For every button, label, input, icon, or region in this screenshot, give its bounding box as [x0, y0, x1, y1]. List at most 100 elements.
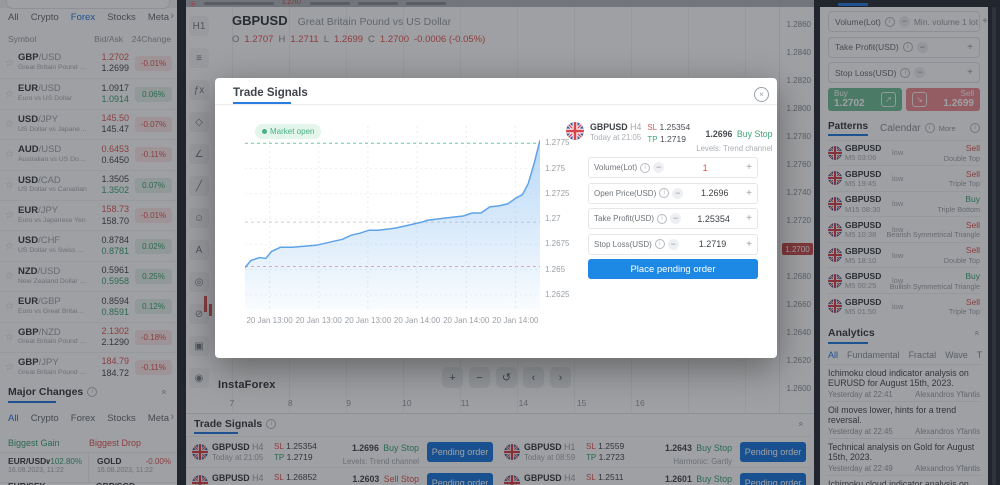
favorite-star-icon[interactable]: ☆ — [5, 240, 14, 252]
tabs-scroll-right-icon[interactable]: › — [170, 10, 174, 22]
brush-icon[interactable]: ╱ — [189, 176, 209, 196]
order-field[interactable]: Stop Loss(USD) — [828, 62, 980, 83]
watchlist-row[interactable]: ☆ USD/CHF US Dollar vs Swiss Franc 0.878… — [0, 230, 177, 260]
major-changes-tab[interactable]: All — [8, 412, 19, 424]
watchlist-row[interactable]: ☆ EUR/JPY Euro vs Japanese Yen 158.73 15… — [0, 199, 177, 230]
favorite-star-icon[interactable]: ☆ — [5, 301, 14, 313]
major-changes-tab[interactable]: Forex — [70, 412, 96, 424]
tab-calendar[interactable]: Calendar — [880, 122, 921, 134]
scrollbar[interactable] — [992, 7, 996, 485]
order-field[interactable]: Volume(Lot) Min. volume 1 lot — [828, 11, 980, 32]
info-icon[interactable] — [659, 188, 670, 198]
indicators-icon[interactable]: ƒx — [189, 80, 209, 100]
magnet-icon[interactable]: ◎ — [189, 272, 209, 292]
analytics-tab[interactable]: All — [828, 349, 839, 360]
timeframe-icon[interactable]: H1 — [189, 16, 209, 36]
favorite-star-icon[interactable]: ☆ — [5, 331, 14, 343]
favorite-star-icon[interactable]: ☆ — [5, 362, 14, 374]
order-field[interactable]: Open Price(USD) 1.2696 — [588, 182, 758, 204]
order-field[interactable]: Take Profit(USD) 1.25354 — [588, 208, 758, 229]
watchlist-tab[interactable]: Crypto — [30, 11, 59, 23]
pending-order-button[interactable]: Pending order — [427, 473, 493, 485]
pending-order-button[interactable]: Pending order — [427, 442, 493, 462]
info-icon[interactable] — [884, 16, 895, 27]
pattern-item[interactable]: GBPUSD M5 00:25 low Buy Bullish Symmetri… — [828, 267, 980, 293]
favorite-star-icon[interactable]: ☆ — [5, 179, 14, 191]
pattern-item[interactable]: GBPUSD M15 08:30 low Buy Triple Bottom — [828, 190, 980, 217]
analytics-tab[interactable]: Fractal — [908, 349, 937, 360]
analytics-item[interactable]: Oil moves lower, hints for a trend rever… — [828, 400, 980, 438]
pattern-item[interactable]: GBPUSD M5 01:50 low Sell Triple Top — [828, 293, 980, 319]
scroll-left-icon[interactable]: ‹ — [523, 367, 544, 388]
sell-button[interactable]: ↘ Sell 1.2699 — [906, 87, 980, 111]
pending-order-button[interactable]: Pending order — [740, 473, 806, 485]
close-icon[interactable] — [754, 87, 769, 102]
analytics-tab[interactable]: Fundamental — [847, 349, 900, 360]
pending-order-button[interactable]: Pending order — [740, 442, 806, 462]
info-icon[interactable] — [654, 239, 665, 249]
favorite-star-icon[interactable]: ☆ — [5, 57, 14, 69]
watchlist-tab[interactable]: Forex — [70, 11, 96, 23]
analytics-item[interactable]: Ichimoku cloud indicator analysis on EUR… — [828, 363, 980, 401]
info-icon[interactable] — [87, 387, 98, 397]
decrement-icon[interactable] — [916, 41, 928, 53]
favorite-star-icon[interactable]: ☆ — [5, 88, 14, 100]
increment-icon[interactable] — [746, 213, 752, 224]
favorite-star-icon[interactable]: ☆ — [5, 270, 14, 282]
analytics-tab[interactable]: T — [976, 349, 983, 360]
decrement-icon[interactable] — [653, 162, 665, 173]
info-icon[interactable] — [657, 213, 668, 224]
watchlist-row[interactable]: ☆ AUD/USD Australian vs US Dollar 0.6453… — [0, 139, 177, 169]
decrement-icon[interactable] — [672, 187, 684, 199]
analytics-item[interactable]: Technical analysis on Gold for August 15… — [828, 437, 980, 475]
pattern-item[interactable]: GBPUSD M5 18:10 low Sell Double Top — [828, 241, 980, 268]
pattern-item[interactable]: GBPUSD M5 03:06 low Sell Double Top — [828, 139, 980, 166]
major-changes-tab[interactable]: Stocks — [107, 412, 136, 424]
field-value[interactable]: 1 — [702, 162, 708, 173]
watchlist-row[interactable]: ☆ EUR/USD Euro vs US Dollar 1.0917 1.091… — [0, 78, 177, 108]
field-value[interactable]: 1.2696 — [700, 188, 729, 198]
drop-symbol-2[interactable]: GBP/SGD — [88, 481, 176, 485]
decrement-icon[interactable] — [898, 16, 910, 27]
increment-icon[interactable] — [746, 188, 752, 199]
zoom-out-icon[interactable]: − — [469, 367, 490, 388]
snapshot-icon[interactable]: ◉ — [189, 368, 209, 388]
favorite-star-icon[interactable]: ☆ — [5, 118, 14, 130]
gain-symbol-2[interactable]: EUR/SEK — [0, 481, 88, 485]
decrement-icon[interactable] — [914, 67, 926, 78]
increment-icon[interactable] — [746, 162, 752, 173]
trend-lines-icon[interactable]: ∠ — [189, 144, 209, 164]
favorite-star-icon[interactable]: ☆ — [5, 149, 14, 161]
tab-patterns[interactable]: Patterns — [828, 121, 869, 136]
info-icon[interactable] — [970, 123, 980, 133]
info-icon[interactable] — [900, 67, 911, 78]
watchlist-row[interactable]: ☆ GBP/USD Great Britain Pound vs US D...… — [0, 48, 177, 78]
zoom-in-icon[interactable]: + — [442, 367, 463, 388]
order-field[interactable]: Volume(Lot) 1 — [588, 157, 758, 178]
order-field[interactable]: Take Profit(USD) — [828, 36, 980, 58]
more-link[interactable]: More — [938, 123, 956, 133]
remove-objects-icon[interactable]: ▣ — [189, 336, 209, 356]
watchlist-tab[interactable]: Stocks — [107, 11, 136, 23]
watchlist-row[interactable]: ☆ USD/CAD US Dollar vs Canadian 1.3505 1… — [0, 169, 177, 200]
info-icon[interactable] — [640, 162, 651, 173]
emoji-icon[interactable]: ☺ — [189, 208, 209, 228]
price-scale[interactable]: 1.2860 1.2840 1.2820 1.2800 1.2780 1.2760 1.27… — [779, 7, 814, 413]
watchlist-row[interactable]: ☆ GBP/JPY Great Britain Pound vs Japa...… — [0, 351, 177, 382]
decrement-icon[interactable] — [667, 238, 679, 250]
favorite-star-icon[interactable]: ☆ — [5, 210, 14, 222]
order-field[interactable]: Stop Loss(USD) 1.2719 — [588, 233, 758, 255]
shapes-icon[interactable]: ◇ — [189, 112, 209, 132]
pattern-item[interactable]: GBPUSD M5 19:45 low Sell Triple Top — [828, 165, 980, 191]
biggest-drop-cell[interactable]: GOLD -0.00% 16.08.2023, 11:22 — [88, 453, 177, 482]
scroll-right-icon[interactable]: › — [550, 367, 571, 388]
field-value[interactable]: 1.25354 — [697, 213, 730, 224]
pattern-item[interactable]: GBPUSD M5 10:38 low Sell Bearish Symmetr… — [828, 216, 980, 242]
increment-icon[interactable] — [746, 239, 752, 250]
watchlist-row[interactable]: ☆ USD/JPY US Dollar vs Japanese Yen 145.… — [0, 108, 177, 139]
decrement-icon[interactable] — [670, 213, 682, 224]
field-value[interactable]: 1.2719 — [698, 239, 727, 249]
reset-view-icon[interactable]: ↺ — [496, 367, 517, 388]
analytics-tab[interactable]: Wave — [945, 349, 968, 360]
info-icon[interactable] — [902, 42, 913, 52]
